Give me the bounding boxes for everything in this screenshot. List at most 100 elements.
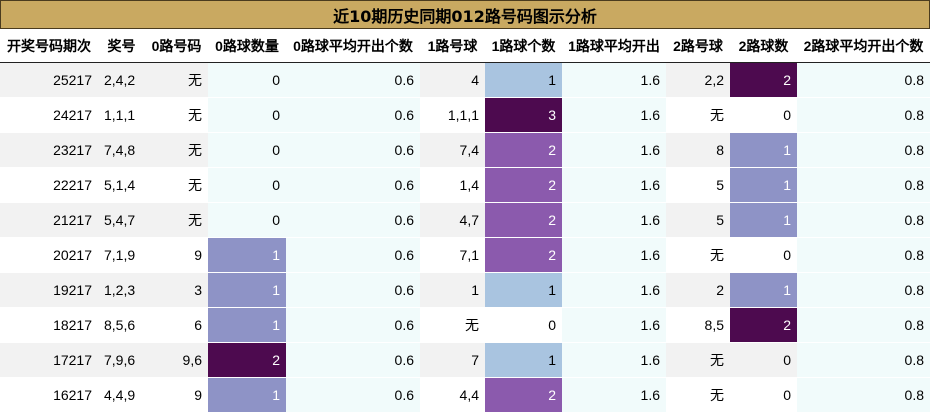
zero-road-count-cell: 1 (208, 272, 286, 308)
draw-numbers-cell: 8,5,6 (98, 307, 145, 343)
draw-numbers-cell: 5,1,4 (98, 167, 145, 203)
zero-road-avg-cell: 0.6 (286, 237, 420, 273)
draw-numbers-cell: 5,4,7 (98, 202, 145, 238)
zero-road-count-cell: 0 (208, 167, 286, 203)
one-road-numbers-cell: 1,4 (420, 167, 485, 203)
table-title: 近10期历史同期012路号码图示分析 (0, 0, 930, 29)
two-road-numbers-cell: 无 (666, 377, 730, 413)
table-row: 16217 4,4,9 9 1 0.6 4,4 2 1.6 无 0 0.8 (0, 377, 930, 413)
two-road-count-cell: 1 (730, 167, 797, 203)
zero-road-numbers-cell: 无 (145, 62, 208, 98)
two-road-count-cell: 1 (730, 202, 797, 238)
two-road-numbers-cell: 无 (666, 237, 730, 273)
one-road-count-cell: 2 (485, 237, 562, 273)
table-row: 21217 5,4,7 无 0 0.6 4,7 2 1.6 5 1 0.8 (0, 202, 930, 238)
zero-road-numbers-cell: 9 (145, 237, 208, 273)
one-road-count-cell: 1 (485, 62, 562, 98)
zero-road-count-cell: 1 (208, 377, 286, 413)
header-cell: 2路球数 (730, 29, 797, 63)
two-road-count-cell: 0 (730, 342, 797, 378)
period-cell: 22217 (0, 167, 98, 203)
zero-road-avg-cell: 0.6 (286, 272, 420, 308)
zero-road-count-cell: 0 (208, 202, 286, 238)
two-road-count-cell: 0 (730, 237, 797, 273)
one-road-numbers-cell: 4 (420, 62, 485, 98)
analysis-table: 开奖号码期次 奖号 0路号码 0路球数量 0路球平均开出个数 1路号球 1路球个… (0, 29, 930, 413)
table-row: 24217 1,1,1 无 0 0.6 1,1,1 3 1.6 无 0 0.8 (0, 97, 930, 133)
header-cell: 2路号球 (666, 29, 730, 63)
header-cell: 2路球平均开出个数 (797, 29, 930, 63)
table-row: 17217 7,9,6 9,6 2 0.6 7 1 1.6 无 0 0.8 (0, 342, 930, 378)
zero-road-numbers-cell: 无 (145, 202, 208, 238)
one-road-count-cell: 1 (485, 342, 562, 378)
zero-road-numbers-cell: 9 (145, 377, 208, 413)
zero-road-count-cell: 0 (208, 62, 286, 98)
period-cell: 23217 (0, 132, 98, 168)
one-road-numbers-cell: 7 (420, 342, 485, 378)
period-cell: 17217 (0, 342, 98, 378)
zero-road-avg-cell: 0.6 (286, 307, 420, 343)
header-cell: 开奖号码期次 (0, 29, 98, 63)
two-road-avg-cell: 0.8 (797, 237, 930, 273)
one-road-count-cell: 3 (485, 97, 562, 133)
one-road-avg-cell: 1.6 (562, 342, 666, 378)
one-road-count-cell: 0 (485, 307, 562, 343)
one-road-avg-cell: 1.6 (562, 307, 666, 343)
two-road-numbers-cell: 5 (666, 202, 730, 238)
two-road-count-cell: 2 (730, 307, 797, 343)
zero-road-avg-cell: 0.6 (286, 342, 420, 378)
header-cell: 1路号球 (420, 29, 485, 63)
one-road-avg-cell: 1.6 (562, 97, 666, 133)
table-row: 22217 5,1,4 无 0 0.6 1,4 2 1.6 5 1 0.8 (0, 167, 930, 203)
draw-numbers-cell: 7,4,8 (98, 132, 145, 168)
one-road-avg-cell: 1.6 (562, 237, 666, 273)
header-cell: 奖号 (98, 29, 145, 63)
zero-road-count-cell: 2 (208, 342, 286, 378)
zero-road-avg-cell: 0.6 (286, 97, 420, 133)
period-cell: 18217 (0, 307, 98, 343)
two-road-avg-cell: 0.8 (797, 377, 930, 413)
two-road-numbers-cell: 2 (666, 272, 730, 308)
one-road-numbers-cell: 4,7 (420, 202, 485, 238)
zero-road-count-cell: 1 (208, 307, 286, 343)
two-road-avg-cell: 0.8 (797, 307, 930, 343)
zero-road-numbers-cell: 无 (145, 132, 208, 168)
two-road-avg-cell: 0.8 (797, 342, 930, 378)
two-road-avg-cell: 0.8 (797, 132, 930, 168)
draw-numbers-cell: 2,4,2 (98, 62, 145, 98)
zero-road-count-cell: 1 (208, 237, 286, 273)
two-road-avg-cell: 0.8 (797, 97, 930, 133)
one-road-count-cell: 1 (485, 272, 562, 308)
draw-numbers-cell: 4,4,9 (98, 377, 145, 413)
table-row: 23217 7,4,8 无 0 0.6 7,4 2 1.6 8 1 0.8 (0, 132, 930, 168)
table-row: 18217 8,5,6 6 1 0.6 无 0 1.6 8,5 2 0.8 (0, 307, 930, 343)
two-road-count-cell: 2 (730, 62, 797, 98)
period-cell: 19217 (0, 272, 98, 308)
two-road-numbers-cell: 无 (666, 97, 730, 133)
period-cell: 16217 (0, 377, 98, 413)
one-road-numbers-cell: 7,1 (420, 237, 485, 273)
one-road-numbers-cell: 4,4 (420, 377, 485, 413)
table-row: 25217 2,4,2 无 0 0.6 4 1 1.6 2,2 2 0.8 (0, 62, 930, 98)
one-road-count-cell: 2 (485, 202, 562, 238)
zero-road-count-cell: 0 (208, 132, 286, 168)
one-road-avg-cell: 1.6 (562, 167, 666, 203)
two-road-count-cell: 1 (730, 272, 797, 308)
header-cell: 0路球数量 (208, 29, 286, 63)
zero-road-numbers-cell: 无 (145, 167, 208, 203)
one-road-avg-cell: 1.6 (562, 62, 666, 98)
two-road-numbers-cell: 2,2 (666, 62, 730, 98)
header-cell: 0路号码 (145, 29, 208, 63)
two-road-avg-cell: 0.8 (797, 167, 930, 203)
two-road-numbers-cell: 5 (666, 167, 730, 203)
one-road-numbers-cell: 7,4 (420, 132, 485, 168)
table-row: 20217 7,1,9 9 1 0.6 7,1 2 1.6 无 0 0.8 (0, 237, 930, 273)
one-road-avg-cell: 1.6 (562, 132, 666, 168)
period-cell: 20217 (0, 237, 98, 273)
two-road-count-cell: 0 (730, 377, 797, 413)
two-road-count-cell: 0 (730, 97, 797, 133)
two-road-count-cell: 1 (730, 132, 797, 168)
two-road-numbers-cell: 无 (666, 342, 730, 378)
one-road-numbers-cell: 1,1,1 (420, 97, 485, 133)
